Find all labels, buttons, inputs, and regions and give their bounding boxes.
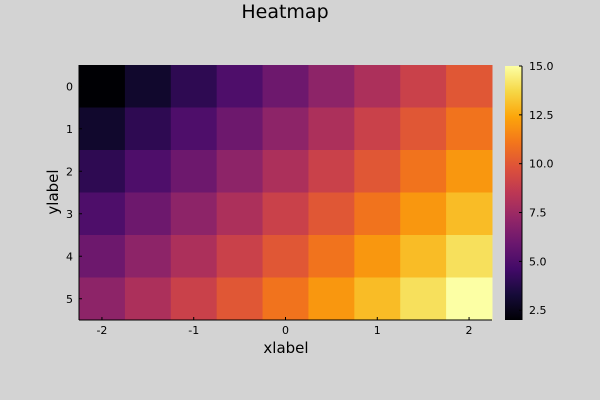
heatmap-cell: [354, 277, 401, 321]
heatmap-cell: [79, 192, 126, 236]
y-tick-label: 4: [66, 250, 73, 263]
heatmap-cell: [170, 65, 218, 108]
heatmap-cell: [262, 150, 309, 193]
heatmap-cell: [216, 192, 264, 236]
x-tick-label: -1: [188, 324, 199, 337]
heatmap-cell: [262, 277, 309, 321]
heatmap-cell: [308, 235, 355, 278]
heatmap-cell: [124, 277, 172, 321]
y-tick-labels: 0 1 2 3 4 5: [66, 80, 82, 306]
heatmap-cell: [446, 192, 493, 236]
y-tick-label: 0: [66, 80, 73, 93]
heatmap-cell: [79, 150, 126, 193]
heatmap-cell: [216, 150, 264, 193]
y-tick-label: 5: [66, 293, 73, 306]
x-tick-label: 1: [374, 324, 381, 337]
heatmap-cell: [400, 150, 447, 193]
heatmap-cell: [79, 277, 126, 321]
heatmap-cell: [170, 150, 218, 193]
heatmap-cell: [446, 277, 493, 321]
heatmap-cell: [124, 192, 172, 236]
heatmap-cell: [262, 192, 309, 236]
y-tick-label: 2: [66, 165, 73, 178]
heatmap-cell: [354, 107, 401, 151]
heatmap-cell: [216, 107, 264, 151]
colorbar-tick-label: 5.0: [529, 255, 547, 268]
colorbar: [505, 66, 522, 320]
heatmap-cell: [170, 107, 218, 151]
heatmap-cell: [400, 65, 447, 108]
heatmap-cell: [262, 65, 309, 108]
heatmap-cell: [446, 235, 493, 278]
colorbar-tick-label: 2.5: [529, 304, 547, 317]
heatmap-cell: [400, 192, 447, 236]
heatmap-cell: [216, 235, 264, 278]
heatmap-cell: [354, 150, 401, 193]
heatmap-cell: [446, 107, 493, 151]
heatmap-cell: [79, 107, 126, 151]
colorbar-tick-label: 15.0: [529, 60, 554, 73]
colorbar-tick-label: 7.5: [529, 207, 547, 220]
chart-title: Heatmap: [241, 1, 328, 23]
heatmap-cell: [124, 65, 172, 108]
heatmap-cells: [79, 65, 493, 321]
heatmap-cell: [400, 107, 447, 151]
heatmap-cell: [262, 107, 309, 151]
heatmap-cell: [170, 277, 218, 321]
heatmap-cell: [400, 235, 447, 278]
colorbar-tick-label: 12.5: [529, 109, 554, 122]
heatmap-cell: [308, 277, 355, 321]
x-axis-label: xlabel: [263, 339, 308, 357]
heatmap-cell: [308, 150, 355, 193]
heatmap-cell: [79, 65, 126, 108]
x-tick-label: 0: [282, 324, 289, 337]
heatmap-cell: [354, 65, 401, 108]
heatmap-cell: [216, 65, 264, 108]
heatmap-cell: [354, 192, 401, 236]
y-axis-label: ylabel: [44, 169, 62, 214]
y-tick-label: 3: [66, 208, 73, 221]
heatmap-cell: [170, 192, 218, 236]
colorbar-tick-label: 10.0: [529, 158, 554, 171]
heatmap-cell: [308, 107, 355, 151]
x-tick-labels: -2 -1 0 1 2: [96, 317, 473, 337]
heatmap-cell: [79, 235, 126, 278]
x-tick-label: 2: [466, 324, 473, 337]
heatmap-cell: [446, 150, 493, 193]
colorbar-tick-labels: 2.5 5.0 7.5 10.0 12.5 15.0: [519, 60, 554, 317]
heatmap-cell: [308, 192, 355, 236]
x-tick-label: -2: [96, 324, 107, 337]
heatmap-cell: [354, 235, 401, 278]
heatmap-cell: [124, 107, 172, 151]
heatmap-cell: [170, 235, 218, 278]
heatmap-cell: [308, 65, 355, 108]
heatmap-cell: [446, 65, 493, 108]
heatmap-cell: [400, 277, 447, 321]
heatmap-cell: [262, 235, 309, 278]
heatmap-cell: [124, 235, 172, 278]
heatmap-cell: [124, 150, 172, 193]
heatmap-cell: [216, 277, 264, 321]
y-tick-label: 1: [66, 123, 73, 136]
